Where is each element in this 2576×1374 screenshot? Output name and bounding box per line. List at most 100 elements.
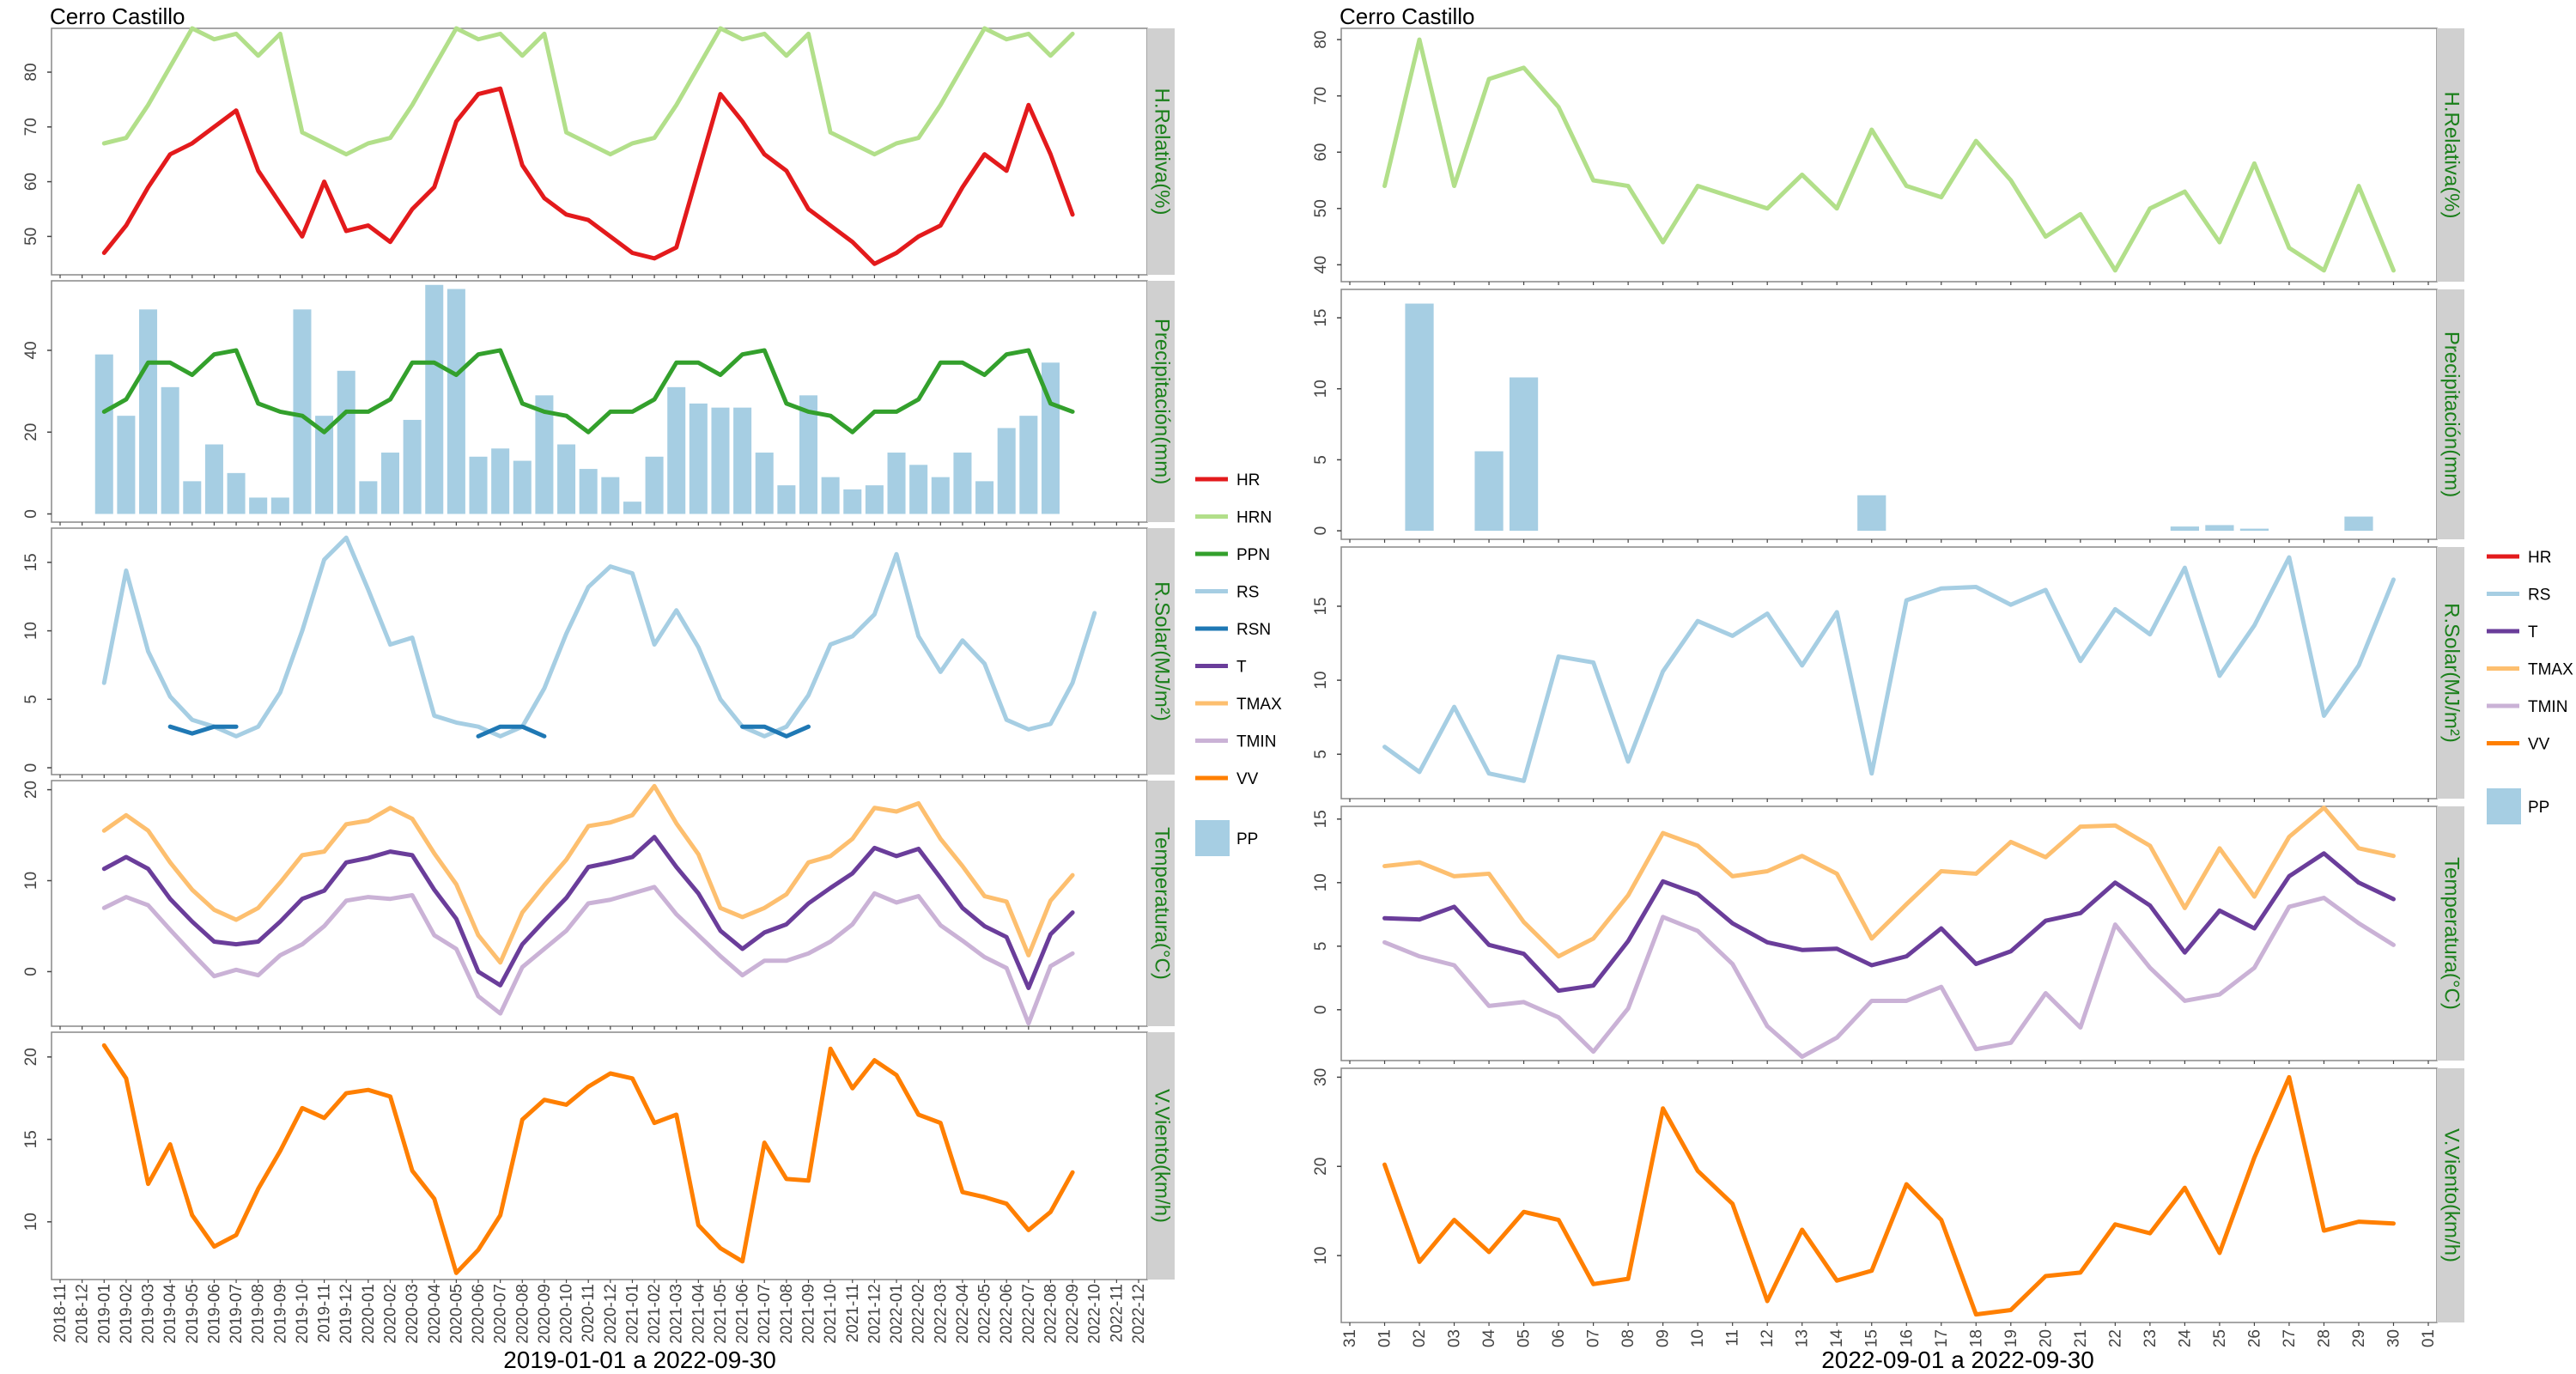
y-tick-label: 60 (22, 173, 40, 191)
series-line-tmin (1382, 896, 2396, 1060)
series-line-rsn (476, 724, 547, 739)
x-tick-label: 21 (2072, 1329, 2090, 1347)
x-tick-label: 2021-11 (844, 1284, 862, 1342)
x-tick-label: 2020-08 (513, 1284, 532, 1344)
y-tick-label: 15 (1312, 810, 1330, 828)
bar-pp (1041, 362, 1060, 514)
panel-4: Temperatura(°C) 0 10 20 (22, 780, 1175, 1030)
y-tick-label: 10 (1312, 672, 1330, 690)
x-tick-label: 18 (1967, 1329, 1985, 1347)
y-tick-label: 80 (1312, 31, 1330, 49)
bar-pp (380, 453, 399, 514)
bar-pp (843, 489, 862, 514)
x-tick-label: 2019-09 (271, 1284, 289, 1344)
x-tick-label: 11 (1724, 1329, 1742, 1347)
x-tick-label: 01 (1376, 1329, 1394, 1347)
bar-pp (645, 456, 664, 514)
y-tick-label: 40 (1312, 256, 1330, 274)
y-tick-label: 80 (22, 63, 40, 81)
bar-pp (513, 460, 532, 514)
panel-5: V.Viento(km/h) 10 20 30 (1312, 1067, 2464, 1326)
bar-pp (2344, 516, 2373, 532)
panel-strip (1147, 281, 1175, 522)
bar-pp (667, 386, 686, 514)
bar-pp (2205, 525, 2234, 532)
panel-frame (1340, 289, 2438, 540)
series-line-rsn (167, 724, 239, 736)
x-tick-label: 2019-11 (316, 1284, 334, 1342)
bar-pp (270, 497, 289, 514)
x-tick-label: 2022-10 (1086, 1284, 1104, 1344)
legend-label-tmin: TMIN (2528, 698, 2567, 716)
x-tick-label: 2021-10 (822, 1284, 840, 1344)
panel-strip (1147, 528, 1175, 775)
panel-strip (2437, 289, 2464, 539)
x-tick-label: 23 (2142, 1329, 2160, 1347)
bar-pp (601, 477, 620, 514)
bar-pp (315, 416, 334, 514)
panel-strip (2437, 806, 2464, 1061)
y-tick-label: 40 (22, 341, 40, 359)
panel-3: R.Solar(MJ/m²) 5 10 15 (1312, 546, 2464, 802)
x-tick-label: 2020-07 (492, 1284, 510, 1344)
y-tick-label: 20 (22, 1048, 40, 1066)
y-tick-label: 70 (22, 118, 40, 136)
x-tick-label: 2021-01 (623, 1284, 641, 1344)
bar-pp (953, 453, 972, 514)
x-tick-label: 2019-07 (228, 1284, 246, 1344)
bar-pp (535, 395, 554, 514)
panel-2: Precipitación(mm) 0 20 40 (22, 280, 1175, 526)
panel-frame (1340, 546, 2438, 799)
bar-pp (777, 485, 796, 514)
x-tick-label: 2022-08 (1042, 1284, 1060, 1344)
bar-pp (887, 453, 906, 514)
x-tick-label: 2020-05 (447, 1284, 465, 1344)
bar-pp (1857, 495, 1886, 532)
x-tick-label: 07 (1585, 1329, 1603, 1347)
series-line-hrn (101, 26, 1075, 157)
y-tick-label: 0 (1312, 526, 1330, 536)
x-tick-label: 30 (2385, 1329, 2403, 1347)
x-tick-label: 2021-12 (866, 1284, 884, 1344)
x-tick-label: 2020-02 (381, 1284, 399, 1344)
x-tick-label: 22 (2106, 1329, 2124, 1347)
y-tick-label: 5 (1312, 750, 1330, 759)
legend-label-pp: PP (2528, 799, 2549, 817)
x-tick-label: 09 (1655, 1329, 1673, 1347)
bar-pp (689, 403, 708, 514)
bar-pp (2170, 526, 2199, 532)
panel-strip-label: R.Solar(MJ/m²) (2440, 603, 2464, 743)
bar-pp (997, 428, 1016, 514)
x-tick-label: 2022-11 (1108, 1284, 1126, 1342)
bar-pp (469, 456, 488, 514)
x-tick-label: 2020-11 (580, 1284, 598, 1342)
y-tick-label: 20 (22, 781, 40, 799)
bar-pp (293, 309, 312, 514)
x-tick-label: 03 (1446, 1329, 1464, 1347)
legend-label-ppn: PPN (1236, 546, 1270, 564)
y-tick-label: 10 (22, 872, 40, 890)
x-tick-label: 2020-04 (426, 1284, 444, 1344)
bar-pp (865, 485, 884, 514)
y-tick-label: 70 (1312, 87, 1330, 105)
y-tick-label: 0 (22, 763, 40, 773)
x-tick-label: 2019-02 (118, 1284, 136, 1344)
x-tick-label: 2019-04 (161, 1284, 179, 1344)
x-tick-label: 08 (1619, 1329, 1637, 1347)
panel-strip (1147, 1032, 1175, 1280)
x-tick-label: 16 (1898, 1329, 1916, 1347)
x-tick-label: 25 (2211, 1329, 2229, 1347)
legend: HR RS T TMAX TMIN VV PP (2487, 549, 2573, 824)
legend-label-pp: PP (1236, 830, 1258, 848)
series-line-ppn (101, 348, 1075, 435)
y-tick-label: 50 (22, 228, 40, 246)
legend-label-vv: VV (1236, 770, 1259, 788)
y-tick-label: 10 (1312, 873, 1330, 891)
y-tick-label: 15 (1312, 597, 1330, 615)
bar-pp (579, 469, 598, 514)
right-x-axis-label: 2022-09-01 a 2022-09-30 (1821, 1347, 2094, 1373)
x-tick-label: 2022-03 (932, 1284, 950, 1344)
legend-label-rs: RS (1236, 584, 1259, 602)
bar-pp (227, 472, 246, 514)
